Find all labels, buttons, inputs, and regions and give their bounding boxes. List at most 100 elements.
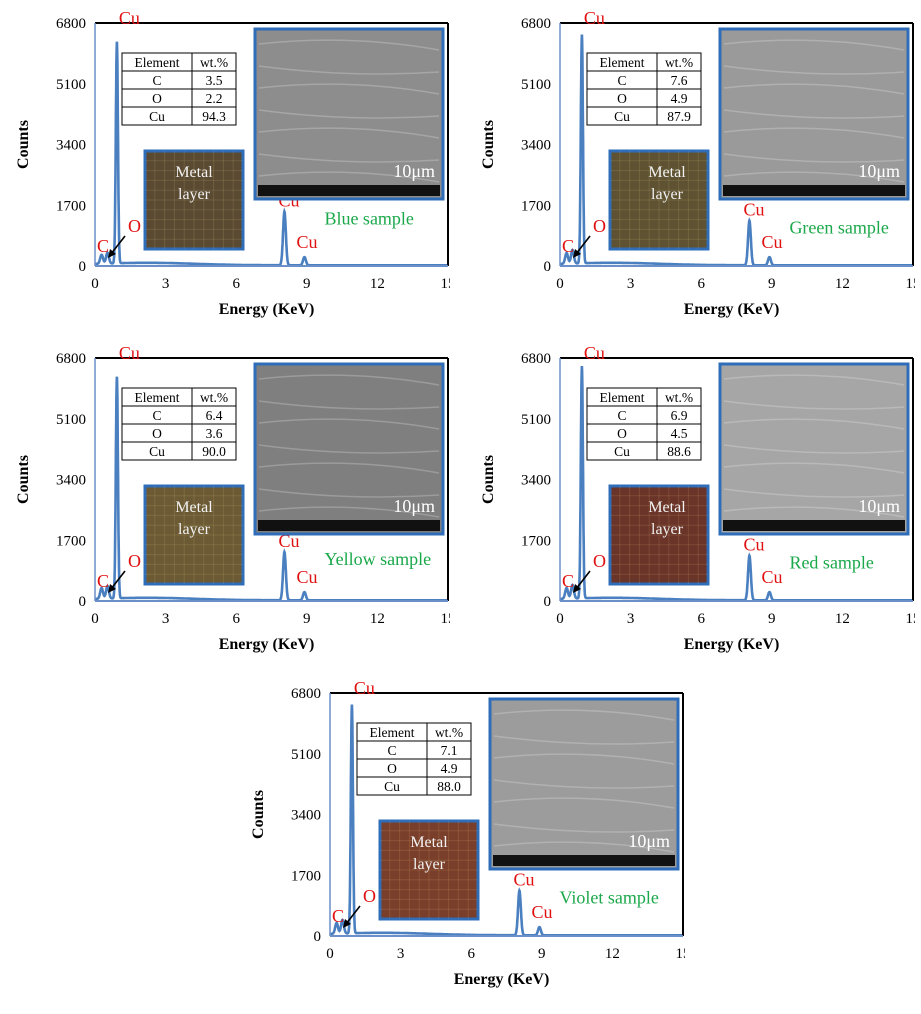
y-tick-label: 3400: [291, 808, 321, 824]
o-arrow-line: [345, 905, 361, 925]
table-cell-wt: 4.9: [441, 761, 458, 776]
metal-layer-photo: [378, 819, 480, 921]
peak-label-cu: Cu: [584, 8, 605, 28]
table-cell-wt: wt.%: [435, 725, 463, 740]
sem-texture-line: [723, 153, 905, 163]
peak-label-cu: Cu: [513, 869, 534, 889]
table-cell-element: O: [617, 91, 627, 106]
sem-info-bar: [723, 185, 905, 196]
y-tick-label: 5100: [56, 77, 86, 93]
y-axis-title: Counts: [250, 790, 267, 839]
sem-texture-line: [493, 779, 675, 789]
o-arrow-line: [110, 235, 126, 255]
metal-layer-photo: [608, 149, 710, 251]
x-tick-label: 3: [627, 276, 635, 292]
y-tick-label: 5100: [521, 77, 551, 93]
y-tick-label: 5100: [521, 412, 551, 428]
peak-label-cu: Cu: [761, 232, 782, 252]
x-tick-label: 6: [232, 611, 240, 627]
table-cell-element: Cu: [149, 109, 165, 124]
sem-texture-line: [258, 462, 440, 474]
table-cell-wt: 2.2: [206, 91, 223, 106]
sem-image: [253, 27, 445, 201]
o-arrow-head: [108, 584, 116, 593]
peak-label-o: O: [593, 551, 606, 571]
sem-texture-line: [493, 841, 675, 853]
o-arrow-line: [575, 235, 591, 255]
table-cell-element: C: [152, 408, 161, 423]
sem-texture-line: [258, 39, 440, 51]
peak-label-cu: Cu: [584, 343, 605, 363]
peak-label-cu: Cu: [354, 678, 375, 698]
table-cell-element: Cu: [614, 444, 630, 459]
table-cell-wt: 4.9: [671, 91, 688, 106]
y-tick-label: 0: [544, 594, 552, 610]
o-arrow-head: [573, 249, 581, 258]
metal-layer-label: layer: [651, 521, 684, 538]
y-tick-label: 0: [79, 259, 87, 275]
sem-texture-line: [258, 127, 440, 139]
sem-texture-line: [723, 444, 905, 454]
sample-label: Green sample: [789, 217, 888, 237]
table-cell-wt: 90.0: [202, 444, 226, 459]
peak-label-c: C: [97, 236, 109, 256]
table-cell-element: Cu: [149, 444, 165, 459]
sem-texture-line: [723, 400, 905, 410]
metal-layer-photo: [143, 484, 245, 586]
x-tick-label: 15: [441, 276, 451, 292]
sem-texture-line: [723, 83, 905, 95]
table-cell-element: Cu: [384, 779, 400, 794]
y-tick-label: 6800: [521, 16, 551, 32]
metal-layer-label: layer: [651, 186, 684, 203]
x-tick-label: 9: [768, 276, 776, 292]
sem-texture-line: [258, 109, 440, 119]
x-tick-label: 3: [162, 611, 170, 627]
sem-scale-label: 10μm: [858, 496, 900, 516]
peak-label-c: C: [562, 571, 574, 591]
x-tick-label: 6: [467, 946, 475, 962]
x-tick-label: 12: [835, 276, 850, 292]
table-cell-wt: 4.5: [671, 426, 688, 441]
table-cell-element: Element: [600, 55, 645, 70]
table-cell-element: C: [617, 408, 626, 423]
table-cell-wt: 7.1: [441, 743, 458, 758]
table-cell-wt: wt.%: [200, 390, 228, 405]
peak-label-cu: Cu: [278, 531, 299, 551]
peak-label-o: O: [128, 216, 141, 236]
x-tick-label: 3: [397, 946, 405, 962]
x-tick-label: 6: [232, 276, 240, 292]
sem-texture-line: [258, 418, 440, 430]
peak-label-cu: Cu: [296, 567, 317, 587]
sem-texture-line: [258, 65, 440, 75]
x-tick-label: 12: [835, 611, 850, 627]
sem-image: [718, 362, 910, 536]
y-tick-label: 1700: [56, 533, 86, 549]
y-tick-label: 1700: [291, 868, 321, 884]
sem-texture-line: [493, 823, 675, 833]
peak-label-c: C: [562, 236, 574, 256]
sem-texture-line: [723, 374, 905, 386]
sem-texture-line: [493, 753, 675, 765]
x-tick-label: 15: [441, 611, 451, 627]
y-tick-label: 0: [79, 594, 87, 610]
table-cell-wt: 7.6: [671, 73, 688, 88]
x-tick-label: 12: [605, 946, 620, 962]
o-arrow-head: [108, 249, 116, 258]
sem-scale-label: 10μm: [858, 161, 900, 181]
sem-texture-line: [723, 462, 905, 474]
sem-texture-line: [258, 171, 440, 183]
peak-label-cu: Cu: [119, 8, 140, 28]
peak-label-c: C: [332, 906, 344, 926]
y-tick-label: 3400: [56, 138, 86, 154]
sem-texture-line: [723, 65, 905, 75]
table-cell-wt: 88.6: [667, 444, 691, 459]
table-cell-element: Cu: [614, 109, 630, 124]
sem-texture-line: [258, 488, 440, 498]
table-cell-element: O: [152, 426, 162, 441]
sem-texture-line: [258, 400, 440, 410]
peak-label-c: C: [97, 571, 109, 591]
x-tick-label: 3: [627, 611, 635, 627]
peak-label-o: O: [363, 886, 376, 906]
table-cell-wt: 3.6: [206, 426, 223, 441]
metal-layer-label: Metal: [648, 499, 686, 516]
